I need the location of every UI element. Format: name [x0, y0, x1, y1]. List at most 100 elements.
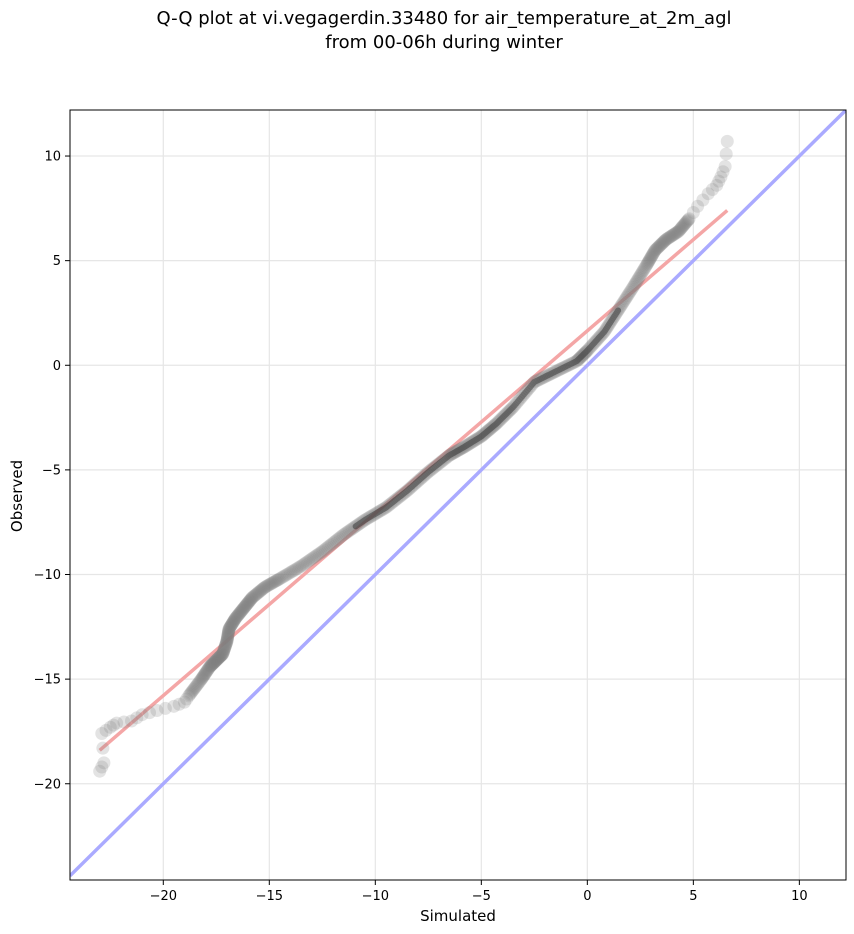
qq-point — [212, 651, 226, 665]
qq-point — [219, 636, 233, 650]
qq-point — [571, 353, 585, 367]
qq-point — [570, 354, 584, 368]
qq-point — [629, 276, 643, 290]
qq-point — [219, 637, 233, 651]
qq-point — [323, 539, 337, 553]
qq-point — [287, 564, 301, 578]
qq-point — [669, 226, 683, 240]
qq-point — [215, 647, 229, 661]
qq-point — [578, 346, 592, 360]
qq-point — [679, 215, 693, 229]
qq-point — [391, 491, 405, 505]
x-tick-label: 5 — [689, 889, 697, 904]
qq-point — [294, 559, 308, 573]
y-tick-label: −15 — [34, 673, 61, 688]
qq-point — [512, 393, 526, 407]
qq-point — [596, 326, 610, 340]
qq-point — [636, 264, 650, 278]
qq-point — [538, 370, 552, 384]
qq-point — [332, 531, 346, 545]
qq-point — [397, 486, 411, 500]
qq-point — [606, 312, 620, 326]
qq-point — [224, 618, 238, 632]
qq-point — [614, 298, 628, 312]
qq-point — [347, 520, 361, 534]
qq-point — [533, 372, 547, 386]
qq-point — [642, 255, 656, 269]
qq-point — [457, 440, 471, 454]
qq-point — [476, 428, 490, 442]
qq-point — [550, 364, 564, 378]
qq-point — [217, 644, 231, 658]
qq-point — [143, 706, 157, 720]
qq-point — [208, 655, 222, 669]
qq-point — [468, 433, 482, 447]
qq-point — [370, 506, 384, 520]
qq-point — [589, 334, 603, 348]
qq-point — [484, 421, 498, 435]
qq-point — [444, 448, 458, 462]
qq-point — [221, 626, 235, 639]
qq-point — [244, 592, 258, 606]
qq-point — [350, 518, 364, 532]
qq-point — [489, 417, 503, 431]
qq-point — [421, 465, 435, 479]
qq-point — [556, 361, 570, 375]
qq-point — [200, 664, 214, 678]
qq-point — [561, 359, 575, 373]
qq-point — [653, 239, 667, 253]
qq-point — [641, 256, 655, 270]
qq-point — [579, 345, 593, 359]
qq-point — [320, 541, 334, 555]
qq-point — [659, 233, 673, 247]
qq-point — [613, 300, 627, 314]
qq-point — [197, 669, 211, 683]
qq-point — [647, 245, 661, 259]
qq-point — [130, 711, 144, 725]
qq-point — [494, 412, 508, 426]
qq-point — [214, 649, 228, 663]
qq-point — [667, 227, 681, 241]
qq-point — [462, 437, 476, 451]
qq-point — [409, 476, 423, 490]
qq-point — [509, 397, 523, 411]
qq-point — [436, 453, 450, 467]
qq-point — [515, 389, 529, 403]
qq-point — [239, 599, 253, 613]
qq-point — [480, 425, 494, 439]
plot-frame — [69, 109, 847, 881]
qq-point — [553, 362, 567, 376]
qq-point — [290, 562, 304, 576]
qq-point — [598, 323, 612, 337]
qq-point — [634, 267, 648, 281]
qq-point — [274, 571, 288, 585]
qq-point — [224, 619, 238, 633]
qq-point — [196, 669, 210, 683]
axis-ticks: −20 −15 −10 −5 0 5 10 10 5 0 −5 −10 −15 −20 — [34, 150, 808, 904]
qq-point — [622, 287, 636, 301]
qq-point — [597, 325, 611, 339]
qq-point — [424, 463, 438, 477]
qq-point — [262, 578, 276, 592]
qq-point — [443, 448, 457, 462]
qq-point — [701, 187, 715, 201]
qq-point — [158, 701, 172, 715]
qq-point — [555, 362, 569, 376]
qq-point — [306, 551, 320, 565]
qq-point — [447, 446, 461, 460]
qq-point — [662, 231, 676, 245]
qq-point — [303, 553, 317, 567]
qq-point — [371, 505, 385, 519]
qq-point — [403, 481, 417, 495]
qq-point — [228, 611, 242, 625]
qq-point — [223, 620, 237, 634]
qq-point — [242, 595, 256, 609]
qq-point — [705, 183, 719, 197]
qq-point — [207, 656, 221, 670]
qq-point — [221, 626, 235, 640]
qq-point — [261, 578, 275, 592]
qq-point — [241, 596, 255, 610]
qq-point — [408, 477, 422, 491]
qq-point — [388, 493, 402, 507]
qq-point — [712, 174, 726, 188]
